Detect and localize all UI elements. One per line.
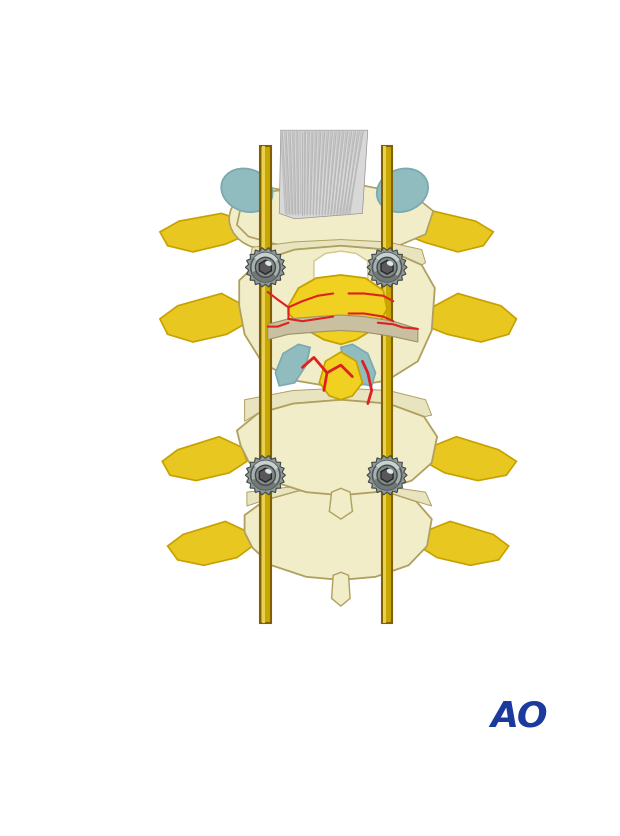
Wedge shape <box>252 268 277 283</box>
Polygon shape <box>275 345 310 386</box>
Polygon shape <box>167 522 255 566</box>
Polygon shape <box>237 400 437 496</box>
Polygon shape <box>332 573 350 606</box>
Wedge shape <box>373 476 398 490</box>
Polygon shape <box>382 146 392 624</box>
Polygon shape <box>245 488 432 580</box>
Wedge shape <box>254 253 278 268</box>
Polygon shape <box>249 240 425 268</box>
Ellipse shape <box>221 169 273 213</box>
Wedge shape <box>252 476 277 490</box>
Polygon shape <box>259 261 272 275</box>
Polygon shape <box>288 276 387 345</box>
Polygon shape <box>381 469 393 482</box>
Polygon shape <box>160 294 247 343</box>
Circle shape <box>255 466 275 486</box>
Polygon shape <box>416 522 508 566</box>
Polygon shape <box>246 248 285 288</box>
Circle shape <box>250 253 280 283</box>
Polygon shape <box>319 353 363 400</box>
Wedge shape <box>376 253 400 268</box>
Polygon shape <box>245 389 432 422</box>
Polygon shape <box>404 212 494 252</box>
Polygon shape <box>237 185 433 252</box>
Polygon shape <box>381 261 393 275</box>
Ellipse shape <box>377 169 428 213</box>
Polygon shape <box>160 214 249 252</box>
Polygon shape <box>367 248 407 288</box>
Wedge shape <box>254 461 278 476</box>
Ellipse shape <box>265 469 272 474</box>
Wedge shape <box>376 461 400 476</box>
Text: AO: AO <box>490 699 548 732</box>
Polygon shape <box>259 469 272 482</box>
Ellipse shape <box>265 262 272 267</box>
Polygon shape <box>367 456 407 495</box>
Ellipse shape <box>229 189 306 250</box>
Polygon shape <box>262 146 265 624</box>
Circle shape <box>255 258 275 278</box>
Polygon shape <box>246 456 285 495</box>
Polygon shape <box>418 294 516 343</box>
Circle shape <box>250 461 280 490</box>
Polygon shape <box>162 437 247 481</box>
Ellipse shape <box>387 262 394 267</box>
Polygon shape <box>314 252 368 345</box>
Ellipse shape <box>387 469 394 474</box>
Polygon shape <box>268 316 418 343</box>
Polygon shape <box>247 485 432 507</box>
Polygon shape <box>424 437 516 481</box>
Circle shape <box>373 253 402 283</box>
Ellipse shape <box>341 189 418 250</box>
Wedge shape <box>373 268 398 283</box>
Polygon shape <box>239 247 435 389</box>
Polygon shape <box>341 345 376 386</box>
Polygon shape <box>329 489 352 519</box>
Circle shape <box>377 466 397 486</box>
Polygon shape <box>260 146 271 624</box>
Polygon shape <box>383 146 386 624</box>
Circle shape <box>373 461 402 490</box>
Polygon shape <box>279 131 368 220</box>
Circle shape <box>377 258 397 278</box>
